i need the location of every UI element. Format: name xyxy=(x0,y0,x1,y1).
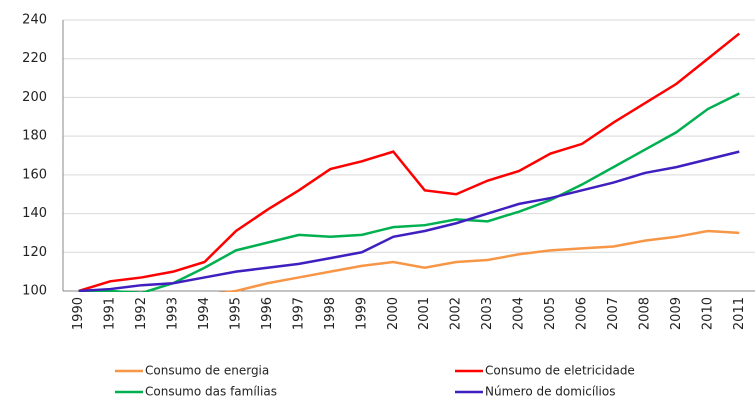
legend-label: Consumo de eletricidade xyxy=(485,364,635,378)
line-series xyxy=(78,150,740,292)
x-tick-label: 2006 xyxy=(575,297,590,330)
x-tick-label: 1996 xyxy=(260,297,275,330)
x-tick-label: 2002 xyxy=(449,297,464,330)
x-tick-label: 2005 xyxy=(543,297,558,330)
x-tick-label: 2009 xyxy=(669,297,684,330)
y-tick-label: 100 xyxy=(22,284,47,299)
y-tick-label: 200 xyxy=(22,90,47,105)
line-series xyxy=(78,229,740,292)
x-tick-label: 1993 xyxy=(166,297,181,330)
y-tick-label: 240 xyxy=(22,13,47,28)
y-tick-label: 180 xyxy=(22,129,47,144)
plot-area xyxy=(78,32,741,292)
legend-label: Consumo de energia xyxy=(145,364,269,378)
x-tick-label: 2008 xyxy=(637,297,652,330)
y-tick-label: 120 xyxy=(22,245,47,260)
y-tick-label: 160 xyxy=(22,167,47,182)
x-tick-label: 2000 xyxy=(386,297,401,330)
line-series xyxy=(78,92,740,292)
x-tick-label: 1990 xyxy=(71,297,86,330)
y-tick-label: 140 xyxy=(22,206,47,221)
x-tick-label: 1991 xyxy=(103,297,118,330)
x-tick-label: 1992 xyxy=(134,297,149,330)
x-tick-label: 2007 xyxy=(606,297,621,330)
x-tick-label: 2003 xyxy=(480,297,495,330)
x-tick-label: 2010 xyxy=(700,297,715,330)
line-series xyxy=(78,32,741,292)
x-tick-label: 1999 xyxy=(354,297,369,330)
x-tick-label: 2011 xyxy=(732,297,747,330)
x-tick-label: 1995 xyxy=(229,297,244,330)
y-tick-label: 220 xyxy=(22,51,47,66)
x-tick-label: 2004 xyxy=(512,297,527,330)
legend-label: Número de domicílios xyxy=(485,385,615,399)
x-tick-label: 1998 xyxy=(323,297,338,330)
x-tick-label: 1994 xyxy=(197,297,212,330)
x-tick-label: 2001 xyxy=(417,297,432,330)
x-tick-label: 1997 xyxy=(291,297,306,330)
legend-label: Consumo das famílias xyxy=(145,385,277,399)
